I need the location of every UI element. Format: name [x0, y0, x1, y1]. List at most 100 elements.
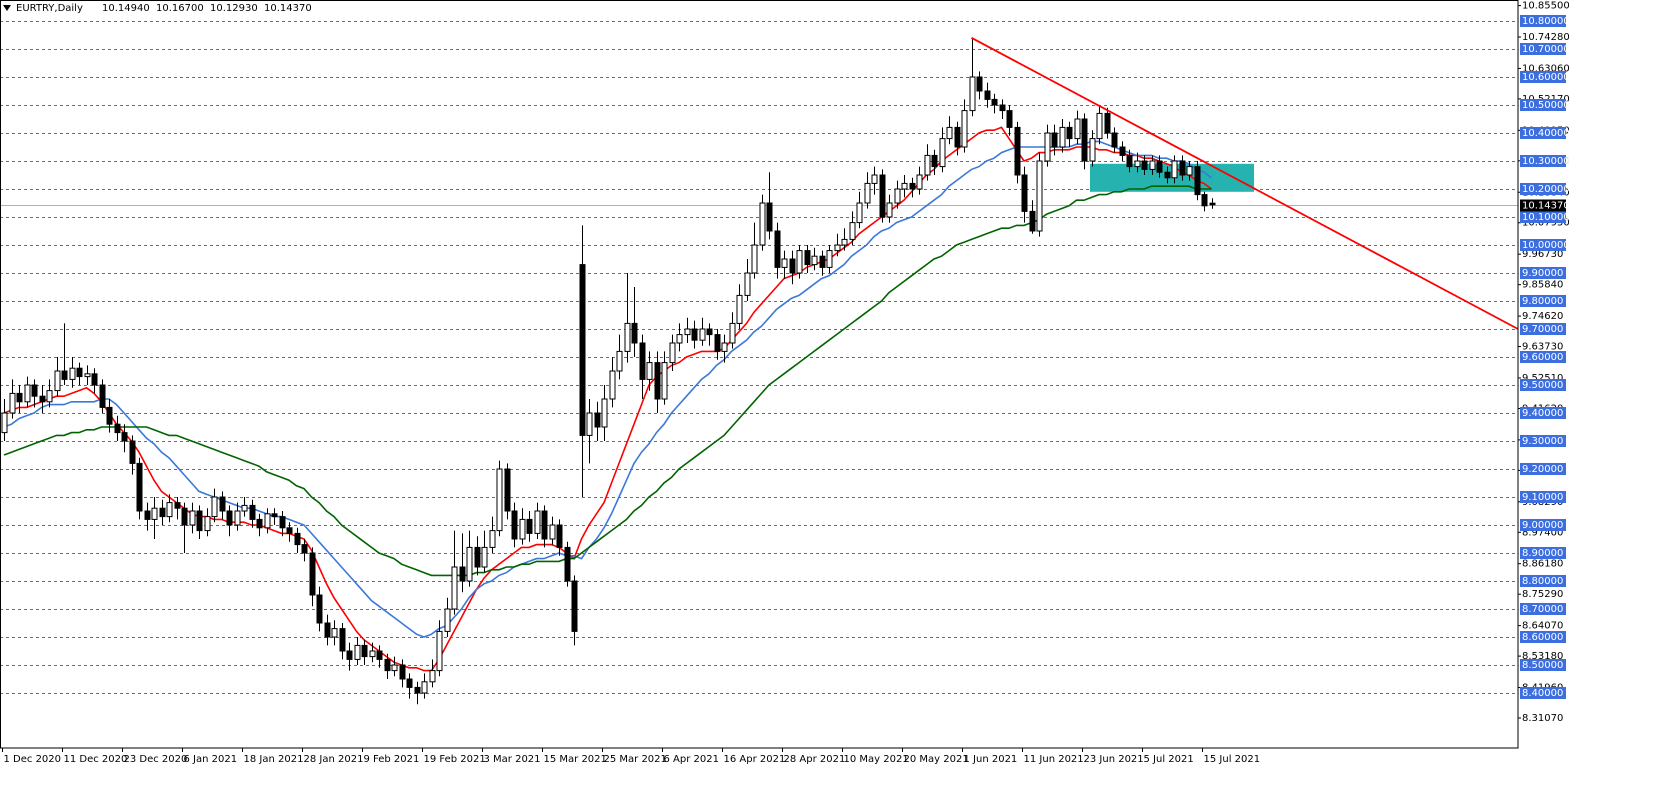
level-label-box [1520, 575, 1566, 588]
level-label: 9.60000 [1522, 352, 1563, 363]
y-tick-label: 8.64070 [1522, 621, 1563, 632]
candle-body [46, 390, 53, 403]
x-tick-label: 1 Dec 2020 [4, 754, 62, 765]
candle-body [391, 664, 398, 672]
level-label-box [1520, 323, 1566, 336]
chart-title: EURTRY,Daily [16, 3, 83, 14]
candle-body [181, 507, 188, 526]
level-label: 10.30000 [1522, 156, 1570, 167]
level-label-box [1520, 267, 1566, 280]
candle-body [1164, 171, 1171, 179]
candle-body [699, 328, 706, 341]
candle-body [264, 513, 271, 529]
candle-body [481, 546, 488, 568]
x-tick-label: 11 Dec 2020 [64, 754, 128, 765]
candle-body [744, 272, 751, 296]
candle-body [1126, 154, 1133, 168]
level-label: 10.20000 [1522, 184, 1570, 195]
candle-body [1134, 160, 1141, 168]
level-label: 9.30000 [1522, 436, 1563, 447]
candle-body [991, 98, 998, 106]
candle-body [114, 423, 121, 434]
candle-body [249, 504, 256, 520]
candle-body [414, 686, 421, 694]
candle-body [421, 681, 428, 694]
candle-body [384, 658, 391, 672]
candle-body [894, 188, 901, 204]
candle-body [444, 608, 451, 632]
level-label-box [1520, 351, 1566, 364]
x-tick-label: 28 Jan 2021 [304, 754, 364, 765]
candle-body [924, 154, 931, 176]
candle-body [676, 334, 683, 344]
candle-body [729, 322, 736, 344]
candle-body [84, 373, 91, 378]
y-tick-label: 8.97400 [1522, 527, 1563, 538]
x-tick-label: 11 Jun 2021 [1024, 754, 1084, 765]
level-label: 9.40000 [1522, 408, 1563, 419]
candle-body [316, 594, 323, 624]
candle-body [286, 527, 293, 534]
candle-body [961, 110, 968, 148]
candle-body [871, 174, 878, 184]
y-tick-label: 9.74620 [1522, 311, 1563, 322]
candle-body [271, 513, 278, 518]
x-tick-label: 3 Mar 2021 [484, 754, 541, 765]
level-label: 9.70000 [1522, 324, 1563, 335]
candle-body [939, 138, 946, 168]
level-label-box [1520, 687, 1566, 700]
candle-body [309, 552, 316, 596]
candle-body [841, 238, 848, 246]
candle-body [174, 502, 181, 509]
candle-body [69, 367, 76, 380]
level-label-box [1520, 71, 1566, 84]
candle-body [106, 406, 113, 425]
candle-body [406, 678, 413, 688]
candle-body [684, 328, 691, 336]
candle-body [556, 524, 563, 548]
candle-body [219, 496, 226, 512]
level-label: 10.70000 [1522, 44, 1570, 55]
candle-body [639, 342, 646, 380]
candle-body [826, 250, 833, 268]
candle-body [144, 510, 151, 520]
x-tick-label: 18 Jan 2021 [244, 754, 304, 765]
x-tick-label: 6 Apr 2021 [664, 754, 719, 765]
candle-body [1156, 160, 1163, 173]
level-label: 8.70000 [1522, 604, 1563, 615]
candle-body [474, 546, 481, 568]
x-tick-label: 25 Mar 2021 [604, 754, 667, 765]
candle-body [999, 104, 1006, 112]
candle-body [706, 328, 713, 336]
level-label: 9.20000 [1522, 464, 1563, 475]
candle-body [804, 250, 811, 266]
candle-body [654, 362, 661, 400]
trend-line [971, 37, 1519, 330]
y-tick-label: 8.31070 [1522, 713, 1563, 724]
candle-body [849, 222, 856, 240]
candle-body [121, 432, 128, 442]
candle-body [594, 412, 601, 428]
candle-body [16, 392, 23, 403]
level-label-box [1520, 127, 1566, 140]
level-label-box [1520, 239, 1566, 252]
level-label-box [1520, 463, 1566, 476]
candle-body [811, 255, 818, 266]
level-label: 10.80000 [1522, 16, 1570, 27]
candle-body [466, 546, 473, 582]
candle-body [31, 384, 38, 397]
candle-body [819, 255, 826, 268]
candle-body [1111, 132, 1118, 148]
level-label-box [1520, 15, 1566, 28]
candle-body [736, 294, 743, 324]
candle-body [796, 250, 803, 274]
candle-body [1149, 160, 1156, 170]
candle-body [541, 510, 548, 540]
candle-body [931, 154, 938, 168]
candle-body [1089, 138, 1096, 162]
level-label-box [1520, 491, 1566, 504]
candle-body [279, 516, 286, 529]
level-label: 9.50000 [1522, 380, 1563, 391]
candle-body [211, 496, 218, 518]
plot-frame [0, 0, 1519, 749]
